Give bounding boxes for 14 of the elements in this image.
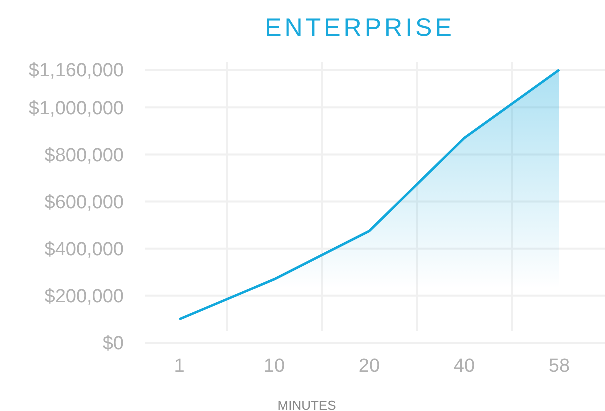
x-tick-label: 10: [264, 356, 286, 377]
chart-title: ENTERPRISE: [265, 14, 455, 42]
y-tick-label: $200,000: [44, 286, 124, 308]
x-tick-label: 1: [174, 356, 185, 377]
y-tick-label: $0: [102, 334, 124, 355]
y-tick-label: $800,000: [44, 145, 124, 166]
x-tick-label: 40: [454, 356, 476, 377]
x-tick-label: 20: [358, 356, 380, 377]
x-tick-label: 58: [548, 356, 570, 377]
y-tick-label: $1,000,000: [28, 98, 124, 120]
y-tick-label: $600,000: [44, 192, 124, 214]
x-axis-title: MINUTES: [278, 398, 337, 411]
y-tick-label: $400,000: [44, 240, 124, 261]
y-tick-label: $1,160,000: [28, 60, 124, 82]
